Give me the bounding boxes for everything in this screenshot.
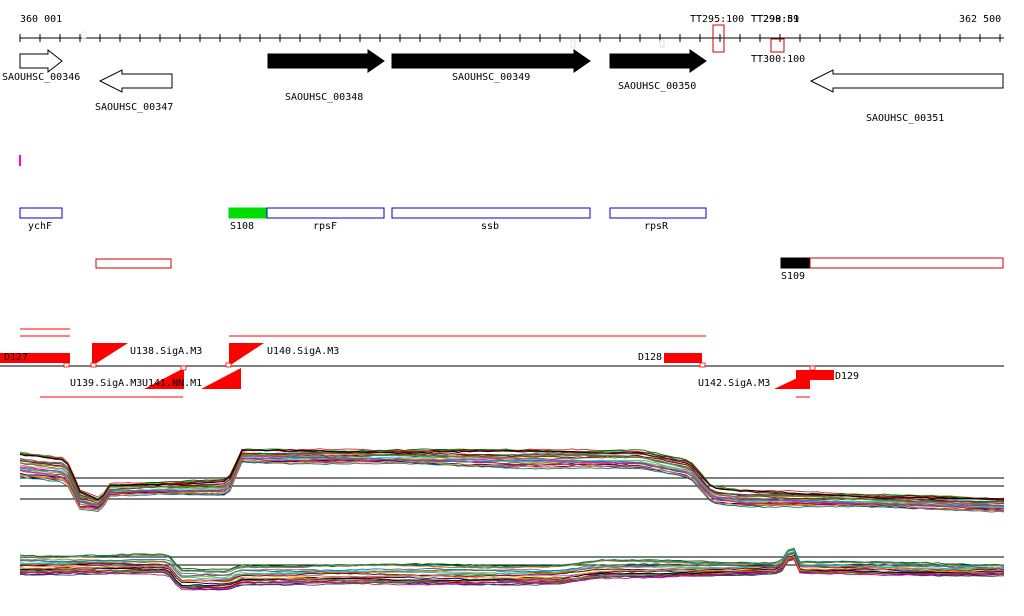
gene-label: SAOUHSC_00346 (2, 72, 80, 83)
annotation-label: rpsR (644, 221, 669, 232)
sigma-promoter-reverse[interactable]: U141.NN.M1 (142, 368, 241, 389)
terminator-label[interactable]: TT299:81 (751, 14, 799, 25)
annotation-label: ychF (28, 221, 52, 232)
gene-arrow[interactable]: SAOUHSC_00346 (2, 48, 80, 83)
gene-arrow[interactable]: SAOUHSC_00349 (391, 49, 591, 83)
sigma-promoter-forward[interactable]: U138.SigA.M3 (90, 343, 202, 368)
feature-label: U142.SigA.M3 (698, 378, 770, 389)
annotation-box[interactable] (95, 258, 172, 269)
coordinate-end-label: 362 500 (959, 14, 1001, 25)
coordinate-start-label: 360 001 (20, 14, 62, 25)
gene-label: SAOUHSC_00351 (866, 113, 944, 124)
terminator-label[interactable]: TT298:59 (751, 14, 799, 25)
coordinate-ruler: 360 001 362 500 (19, 14, 1004, 48)
annotation-box[interactable] (391, 207, 591, 219)
feature-label: U139.SigA.M3 (70, 378, 142, 389)
annotation-box-highlight[interactable] (228, 207, 268, 219)
gene-label: SAOUHSC_00349 (452, 72, 530, 83)
terminator-label[interactable]: TT300:100 (751, 54, 805, 65)
gene-label: SAOUHSC_00347 (95, 102, 173, 113)
terminator-box[interactable] (712, 24, 725, 53)
annotation-track-reverse: S109 (95, 257, 1004, 282)
gene-arrow[interactable]: SAOUHSC_00350 (609, 49, 707, 92)
feature-label: D127 (4, 352, 28, 363)
sigma-promoter-forward[interactable]: U140.SigA.M3 (225, 343, 339, 368)
gene-label: SAOUHSC_00348 (285, 92, 363, 103)
gene-label: SAOUHSC_00350 (618, 81, 696, 92)
annotation-box[interactable] (609, 207, 707, 219)
feature-label: U140.SigA.M3 (267, 346, 339, 357)
terminator-track: TT295:100 TT298:59 TT299:81 TT300:100 (690, 14, 805, 65)
sigma-promoter-reverse[interactable]: U142.SigA.M3 (698, 372, 810, 389)
terminator-label[interactable]: TT295:100 (690, 14, 744, 25)
annotation-box[interactable] (19, 207, 63, 219)
feature-label: D129 (835, 371, 859, 382)
feature-label: U141.NN.M1 (142, 378, 202, 389)
feature-block[interactable]: D129 (796, 365, 859, 382)
feature-track: D127 U138.SigA.M3 U140.SigA.M3 D128 U139… (0, 328, 1004, 398)
gene-arrow[interactable]: SAOUHSC_00348 (267, 49, 385, 103)
feature-block[interactable]: D128 (638, 352, 706, 368)
feature-label: D128 (638, 352, 662, 363)
gene-arrow[interactable]: SAOUHSC_00347 (95, 69, 173, 113)
feature-label: U138.SigA.M3 (130, 346, 202, 357)
terminator-box[interactable] (770, 38, 785, 53)
annotation-box[interactable] (266, 207, 385, 219)
expression-track-reverse (19, 547, 1005, 591)
annotation-label: S109 (781, 271, 805, 282)
annotation-track-forward: ychF S108 rpsF ssb rpsR (19, 207, 707, 232)
gene-arrow[interactable]: SAOUHSC_00351 (809, 69, 1004, 124)
annotation-label: rpsF (313, 221, 337, 232)
position-marker (19, 155, 21, 166)
gene-track: SAOUHSC_00346 SAOUHSC_00347 SAOUHSC_0034… (2, 48, 1004, 124)
annotation-label: S108 (230, 221, 254, 232)
annotation-box-highlight[interactable] (780, 257, 811, 269)
feature-block[interactable]: D127 (0, 352, 70, 368)
annotation-label: ssb (481, 221, 499, 232)
annotation-box[interactable] (809, 257, 1004, 269)
sigma-promoter-reverse[interactable]: U139.SigA.M3 (70, 365, 187, 389)
expression-track-forward (19, 448, 1005, 513)
